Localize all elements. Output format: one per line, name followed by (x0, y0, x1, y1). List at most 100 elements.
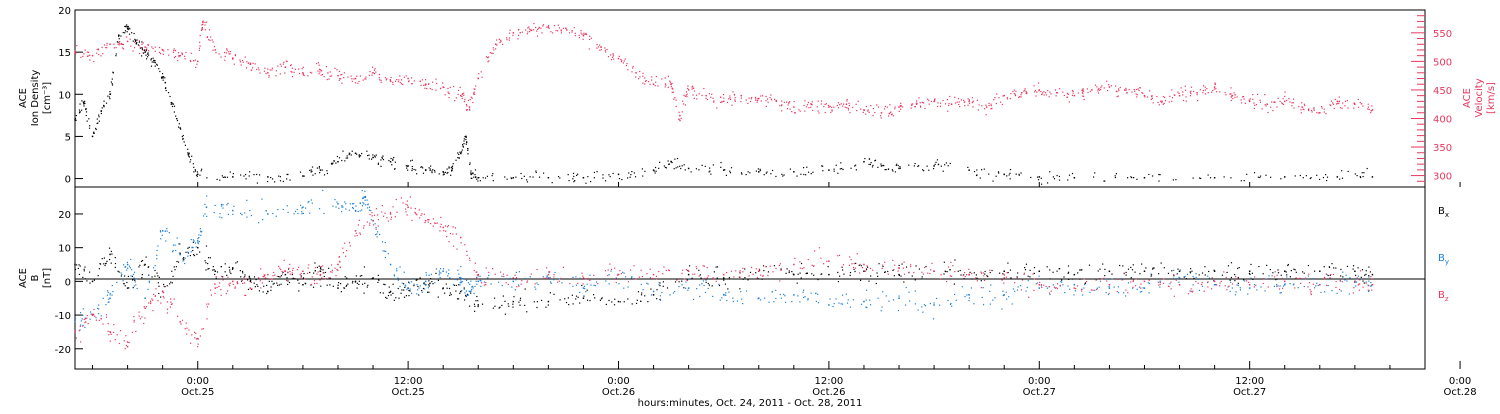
velocity-point (457, 89, 460, 92)
density-point (683, 164, 685, 166)
bz-point (742, 267, 744, 269)
density-point (771, 169, 774, 172)
bz-point (668, 269, 671, 272)
bz-point (758, 268, 760, 270)
velocity-point (339, 78, 341, 80)
density-point (178, 123, 180, 125)
velocity-point (1189, 91, 1191, 93)
density-point (374, 155, 376, 157)
bz-point (407, 206, 409, 208)
velocity-point (1063, 94, 1065, 97)
bz-point (512, 277, 515, 279)
bz-point (947, 266, 950, 268)
by-point (705, 279, 707, 281)
bx-point (1163, 267, 1165, 269)
velocity-point (631, 67, 634, 69)
velocity-point (228, 53, 230, 55)
by-point (833, 302, 835, 305)
by-point (397, 277, 399, 279)
velocity-point (1301, 102, 1303, 104)
bz-point (269, 278, 271, 280)
velocity-point (848, 104, 850, 107)
velocity-point (883, 108, 886, 110)
velocity-point (605, 51, 607, 53)
velocity-point (692, 87, 695, 89)
velocity-point (1336, 100, 1339, 103)
velocity-point (1193, 90, 1195, 93)
bx-point (363, 292, 365, 294)
by-point (914, 303, 917, 305)
bz-point (310, 283, 313, 286)
bx-point (328, 267, 330, 269)
velocity-point (444, 94, 446, 96)
bz-point (201, 328, 203, 330)
by-point (376, 236, 378, 238)
bx-point (1243, 279, 1245, 281)
velocity-point (661, 78, 663, 80)
density-point (310, 169, 312, 171)
by-point (363, 203, 365, 205)
bz-point (865, 268, 868, 270)
density-point (630, 174, 632, 176)
bx-point (364, 282, 366, 284)
density-point (557, 176, 560, 178)
bz-point (854, 267, 857, 269)
by-point (546, 275, 548, 277)
by-point (262, 219, 264, 221)
bx-point (903, 281, 905, 283)
bz-point (1308, 282, 1311, 284)
velocity-point (275, 70, 277, 72)
density-point (664, 166, 667, 169)
bz-point (371, 212, 373, 214)
by-point (461, 281, 463, 283)
by-point (100, 315, 102, 317)
by-point (136, 287, 138, 290)
bz-point (1159, 283, 1161, 285)
velocity-point (820, 103, 822, 105)
bx-point (1303, 272, 1305, 274)
by-point (841, 303, 844, 305)
density-point (532, 176, 534, 178)
density-point (653, 170, 655, 172)
by-point (479, 275, 481, 277)
bz-point (940, 274, 942, 276)
bx-point (1276, 278, 1278, 280)
velocity-point (685, 94, 687, 96)
bx-point (474, 305, 476, 307)
bz-point (1190, 288, 1192, 290)
density-point (182, 134, 184, 137)
density-point (299, 171, 302, 173)
bz-point (506, 274, 508, 276)
bx-point (99, 263, 101, 265)
bz-point (331, 271, 333, 273)
bz-point (1039, 281, 1041, 284)
by-point (364, 190, 366, 192)
bx-point (707, 282, 709, 285)
velocity-point (424, 84, 426, 86)
bx-point (236, 261, 238, 263)
density-point (128, 33, 131, 35)
by-point (518, 271, 521, 273)
velocity-point (833, 106, 835, 108)
velocity-point (244, 56, 246, 58)
by-point (1305, 278, 1307, 280)
velocity-point (398, 79, 400, 81)
velocity-point (224, 55, 226, 58)
density-point (83, 101, 85, 104)
bx-point (386, 297, 388, 299)
density-point (91, 135, 94, 138)
density-point (608, 174, 610, 176)
velocity-point (485, 56, 488, 58)
density-point (287, 173, 289, 176)
bx-point (1150, 275, 1152, 277)
bz-point (133, 321, 135, 323)
bx-point (1354, 281, 1356, 283)
bz-point (193, 331, 196, 333)
density-point (1339, 178, 1341, 180)
bz-point (630, 269, 632, 271)
bz-point (1253, 286, 1255, 288)
density-point (1192, 177, 1194, 179)
bx-point (499, 306, 501, 308)
by-point (475, 280, 477, 282)
density-point (115, 53, 117, 55)
